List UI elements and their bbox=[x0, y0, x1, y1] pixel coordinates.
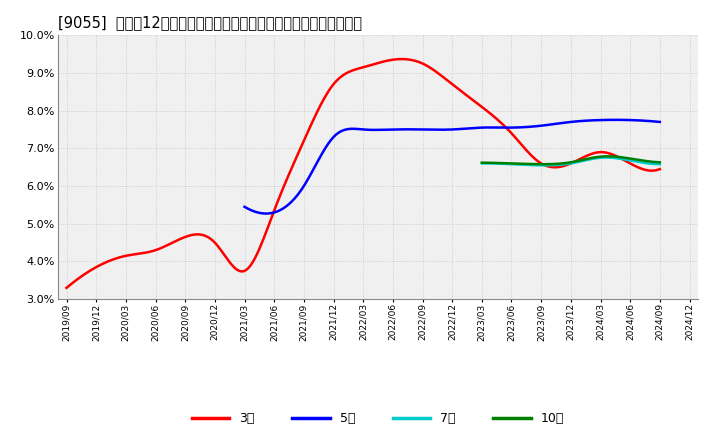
Text: [9055]  売上高12か月移動合計の対前年同期増減率の標準偏差の推移: [9055] 売上高12か月移動合計の対前年同期増減率の標準偏差の推移 bbox=[58, 15, 361, 30]
Legend: 3年, 5年, 7年, 10年: 3年, 5年, 7年, 10年 bbox=[187, 407, 569, 430]
